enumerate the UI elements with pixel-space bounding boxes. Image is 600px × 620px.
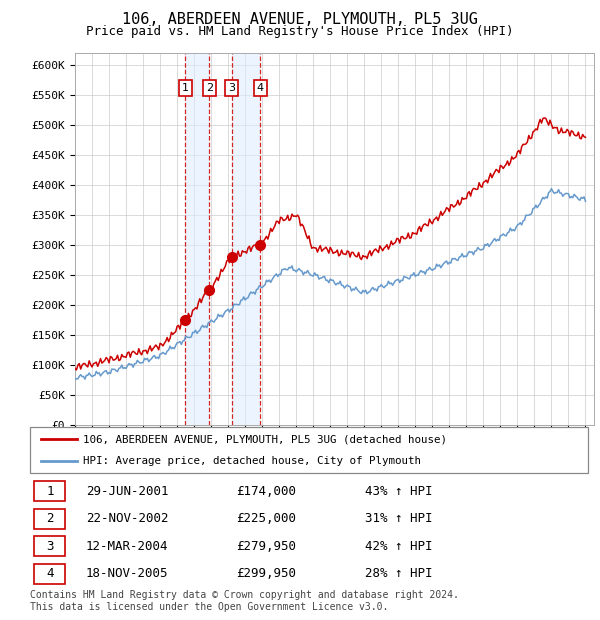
FancyBboxPatch shape [34,536,65,556]
Text: 106, ABERDEEN AVENUE, PLYMOUTH, PL5 3UG (detached house): 106, ABERDEEN AVENUE, PLYMOUTH, PL5 3UG … [83,434,447,444]
Text: 12-MAR-2004: 12-MAR-2004 [86,540,168,553]
Text: 42% ↑ HPI: 42% ↑ HPI [365,540,432,553]
Text: 3: 3 [46,540,53,553]
Bar [185,53,209,425]
FancyBboxPatch shape [30,427,588,473]
Text: 28% ↑ HPI: 28% ↑ HPI [365,567,432,580]
Text: 4: 4 [46,567,53,580]
Text: 31% ↑ HPI: 31% ↑ HPI [365,512,432,525]
Text: £299,950: £299,950 [236,567,296,580]
FancyBboxPatch shape [34,509,65,529]
Text: 1: 1 [182,83,189,93]
FancyBboxPatch shape [34,481,65,501]
Text: Price paid vs. HM Land Registry's House Price Index (HPI): Price paid vs. HM Land Registry's House … [86,25,514,38]
Text: 2: 2 [206,83,213,93]
Text: 43% ↑ HPI: 43% ↑ HPI [365,485,432,498]
Text: £225,000: £225,000 [236,512,296,525]
Text: £174,000: £174,000 [236,485,296,498]
Text: 22-NOV-2002: 22-NOV-2002 [86,512,168,525]
FancyBboxPatch shape [34,564,65,584]
Text: 29-JUN-2001: 29-JUN-2001 [86,485,168,498]
Text: 106, ABERDEEN AVENUE, PLYMOUTH, PL5 3UG: 106, ABERDEEN AVENUE, PLYMOUTH, PL5 3UG [122,12,478,27]
Bar [232,53,260,425]
Text: 1: 1 [46,485,53,498]
Text: HPI: Average price, detached house, City of Plymouth: HPI: Average price, detached house, City… [83,456,421,466]
Text: Contains HM Land Registry data © Crown copyright and database right 2024.
This d: Contains HM Land Registry data © Crown c… [30,590,459,612]
Text: £279,950: £279,950 [236,540,296,553]
Text: 3: 3 [228,83,235,93]
Text: 2: 2 [46,512,53,525]
Text: 18-NOV-2005: 18-NOV-2005 [86,567,168,580]
Text: 4: 4 [257,83,264,93]
